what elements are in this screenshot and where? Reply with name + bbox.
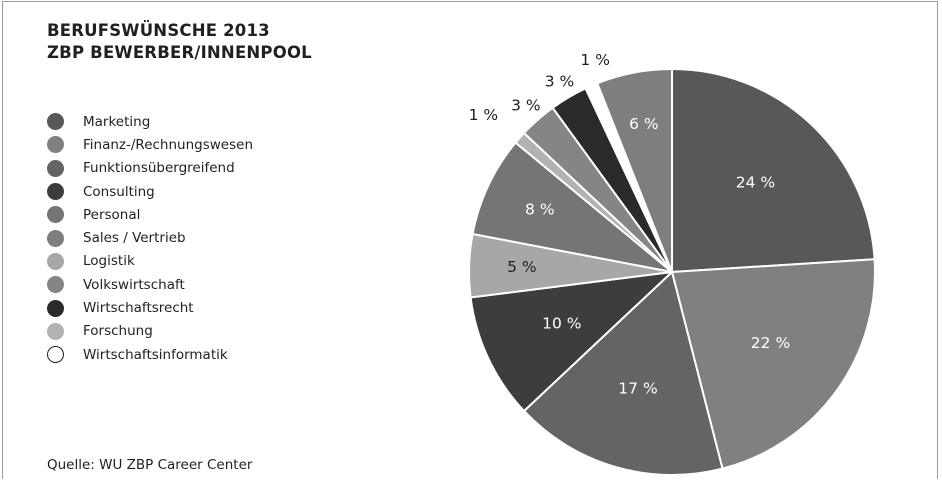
slice-label-finanz-rechnungswesen: 22 %: [751, 334, 790, 352]
legend-item-consulting: Consulting: [47, 180, 253, 203]
legend-item-wirtschaftsinformatik: Wirtschaftsinformatik: [47, 343, 253, 366]
legend-swatch: [47, 229, 64, 247]
pie-slice-personal: [471, 141, 673, 273]
slice-label-consulting: 10 %: [542, 314, 581, 332]
slice-label-logistik: 5 %: [507, 258, 537, 276]
pie-slice-finanz-rechnungswesen: [671, 258, 876, 470]
slice-label-sales-vertrieb: 6 %: [629, 115, 659, 133]
legend-item-marketing: Marketing: [47, 110, 253, 133]
legend-label: Forschung: [83, 323, 153, 340]
legend-swatch: [47, 159, 64, 177]
slice-label-funktionsuebergreifend: 17 %: [618, 380, 657, 398]
legend-label: Logistik: [83, 253, 135, 270]
legend-label: Personal: [83, 206, 141, 223]
legend-label: Finanz-/Rechnungswesen: [83, 136, 253, 153]
legend-label: Sales / Vertrieb: [83, 230, 186, 247]
pie-slice-marketing: [671, 68, 876, 273]
legend-label: Wirtschaftsrecht: [83, 300, 194, 317]
chart-legend: Marketing Finanz-/Rechnungswesen Funktions…: [47, 110, 253, 366]
legend-item-logistik: Logistik: [47, 250, 253, 273]
legend-item-funktionsuebergreifend: Funktionsübergreifend: [47, 157, 253, 180]
legend-label: Wirtschaftsinformatik: [83, 346, 228, 363]
slice-label-wirtschaftsrecht: 3 %: [545, 72, 575, 90]
legend-swatch: [47, 322, 64, 340]
slice-label-personal: 8 %: [525, 200, 555, 218]
legend-item-sales-vertrieb: Sales / Vertrieb: [47, 226, 253, 249]
legend-swatch: [47, 299, 64, 317]
pie-slice-consulting: [469, 271, 673, 412]
slice-label-wirtschaftsinformatik: 1 %: [580, 51, 610, 69]
chart-title-line-2: ZBP BEWERBER/INNENPOOL: [47, 43, 312, 62]
slice-label-marketing: 24 %: [736, 174, 775, 192]
legend-swatch: [47, 136, 64, 154]
source-note: Quelle: WU ZBP Career Center: [47, 457, 253, 473]
legend-swatch: [47, 276, 64, 294]
legend-item-wirtschaftsrecht: Wirtschaftsrecht: [47, 296, 253, 319]
legend-item-forschung: Forschung: [47, 320, 253, 343]
legend-swatch: [47, 113, 64, 131]
legend-label: Consulting: [83, 183, 155, 200]
legend-label: Marketing: [83, 113, 151, 130]
legend-swatch: [47, 346, 64, 364]
legend-label: Volkswirtschaft: [83, 276, 185, 293]
slice-label-volkswirtschaft: 3 %: [511, 97, 541, 115]
pie-slice-sales-vertrieb: [596, 68, 673, 273]
legend-swatch: [47, 183, 64, 201]
chart-title: BERUFSWÜNSCHE 2013 ZBP BEWERBER/INNENPOO…: [47, 20, 312, 64]
pie-slice-funktionsuebergreifend: [523, 271, 724, 476]
chart-title-line-1: BERUFSWÜNSCHE 2013: [47, 21, 270, 40]
legend-item-finanz-rechnungswesen: Finanz-/Rechnungswesen: [47, 133, 253, 156]
legend-swatch: [47, 206, 64, 224]
legend-swatch: [47, 252, 64, 270]
legend-item-personal: Personal: [47, 203, 253, 226]
legend-label: Funktionsübergreifend: [83, 160, 235, 177]
legend-item-volkswirtschaft: Volkswirtschaft: [47, 273, 253, 296]
slice-label-forschung: 1 %: [469, 106, 499, 124]
